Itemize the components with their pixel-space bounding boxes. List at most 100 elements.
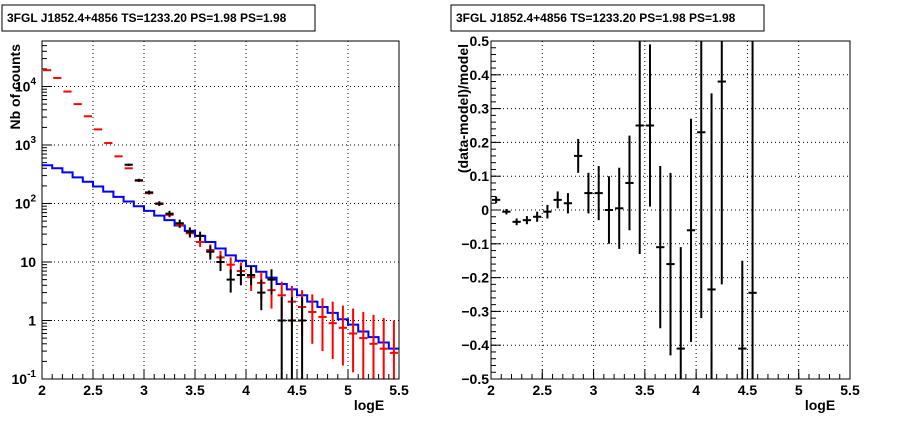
data-point xyxy=(196,231,205,241)
x-tick-label: 3 xyxy=(140,382,148,398)
model-point xyxy=(328,301,337,359)
model-point xyxy=(124,167,133,170)
model-point xyxy=(359,311,368,379)
data-point xyxy=(492,196,501,204)
data-point xyxy=(574,139,583,173)
data-point xyxy=(287,297,296,379)
x-tick-label: 3 xyxy=(590,382,598,398)
x-tick-label: 5.5 xyxy=(840,382,860,398)
x-tick-label: 3.5 xyxy=(185,382,205,398)
y-tick-label: 0.3 xyxy=(470,101,490,117)
x-tick-label: 4 xyxy=(692,382,700,398)
data-point xyxy=(707,93,716,379)
data-point xyxy=(165,210,174,217)
x-tick-label: 5.5 xyxy=(389,382,409,398)
y-tick-label: 0.1 xyxy=(470,168,490,184)
model-point xyxy=(349,308,358,373)
data-point xyxy=(226,269,235,293)
y-tick-label: 10-1 xyxy=(12,369,37,387)
data-point xyxy=(533,211,542,222)
data-point xyxy=(666,172,675,356)
data-point xyxy=(257,279,266,311)
model-point xyxy=(389,320,398,379)
y-tick-label: 0.2 xyxy=(470,134,490,150)
x-tick-label: 3.5 xyxy=(635,382,655,398)
model-point xyxy=(308,294,317,344)
data-point xyxy=(645,44,655,207)
x-tick-label: 5 xyxy=(795,382,803,398)
data-point xyxy=(277,297,286,379)
x-axis-title: logE xyxy=(805,397,835,413)
data-point xyxy=(697,41,706,319)
plot-frame xyxy=(490,40,851,380)
data-point xyxy=(625,135,634,231)
y-tick-label: 103 xyxy=(15,135,37,153)
y-tick-label: −0.2 xyxy=(461,270,489,286)
x-tick-label: 4 xyxy=(242,382,250,398)
model-point xyxy=(318,298,327,352)
data-point xyxy=(553,191,562,209)
y-tick-label: −0.4 xyxy=(461,337,489,353)
x-tick-label: 2.5 xyxy=(83,382,103,398)
model-point xyxy=(379,318,388,379)
data-point xyxy=(604,176,614,244)
y-tick-label: 0.4 xyxy=(470,67,490,83)
y-tick-label: −0.1 xyxy=(461,236,489,252)
model-point xyxy=(83,115,92,118)
x-tick-label: 4.5 xyxy=(287,382,307,398)
y-tick-label: 0.5 xyxy=(470,33,490,49)
y-axis-title: (data-model)/model xyxy=(455,44,471,173)
data-point xyxy=(656,166,665,329)
data-point xyxy=(206,245,215,260)
chart-title: 3FGL J1852.4+4856 TS=1233.20 PS=1.98 PS=… xyxy=(456,11,736,25)
y-tick-label: −0.3 xyxy=(461,303,489,319)
data-point xyxy=(615,167,624,249)
chart-title: 3FGL J1852.4+4856 TS=1233.20 PS=1.98 PS=… xyxy=(7,11,287,25)
plot-frame xyxy=(41,40,400,380)
data-point xyxy=(594,166,603,221)
chart-title-box xyxy=(1,4,316,32)
data-point xyxy=(584,172,593,214)
y-tick-label: 10 xyxy=(20,254,36,270)
x-tick-label: 5 xyxy=(344,382,352,398)
x-axis-title: logE xyxy=(354,397,384,413)
model-point xyxy=(369,314,378,379)
data-point xyxy=(717,41,726,285)
y-tick-label: 1 xyxy=(28,313,36,329)
data-point xyxy=(236,266,245,286)
data-point xyxy=(267,269,276,295)
data-point xyxy=(676,247,685,379)
model-point xyxy=(94,128,103,131)
model-histogram-line xyxy=(42,164,399,350)
data-point xyxy=(502,208,511,215)
y-tick-label: 0 xyxy=(481,202,489,218)
data-point xyxy=(298,297,307,379)
counts-plot-panel: 3FGL J1852.4+4856 TS=1233.20 PS=1.98 PS=… xyxy=(1,4,409,413)
residuals-plot-panel: 3FGL J1852.4+4856 TS=1233.20 PS=1.98 PS=… xyxy=(450,4,860,413)
data-layer xyxy=(492,41,757,379)
data-point xyxy=(155,201,164,206)
data-layer xyxy=(42,69,399,379)
data-point xyxy=(124,163,133,166)
x-tick-label: 4.5 xyxy=(738,382,758,398)
chart-title-box xyxy=(450,4,765,32)
data-point xyxy=(522,216,532,225)
data-point xyxy=(175,219,184,228)
model-point xyxy=(114,155,123,158)
x-tick-label: 2 xyxy=(487,382,495,398)
model-point xyxy=(63,90,72,93)
model-point xyxy=(338,305,347,366)
data-point xyxy=(247,266,256,286)
model-point xyxy=(43,69,52,72)
x-tick-label: 2.5 xyxy=(533,382,553,398)
model-point xyxy=(73,103,82,106)
data-point xyxy=(216,255,225,272)
data-point xyxy=(748,41,757,379)
y-axis-title: Nb of counts xyxy=(7,44,23,130)
data-point xyxy=(512,218,521,226)
data-point xyxy=(686,118,696,342)
data-point xyxy=(543,204,552,219)
data-point xyxy=(563,193,573,214)
data-point xyxy=(134,178,143,182)
